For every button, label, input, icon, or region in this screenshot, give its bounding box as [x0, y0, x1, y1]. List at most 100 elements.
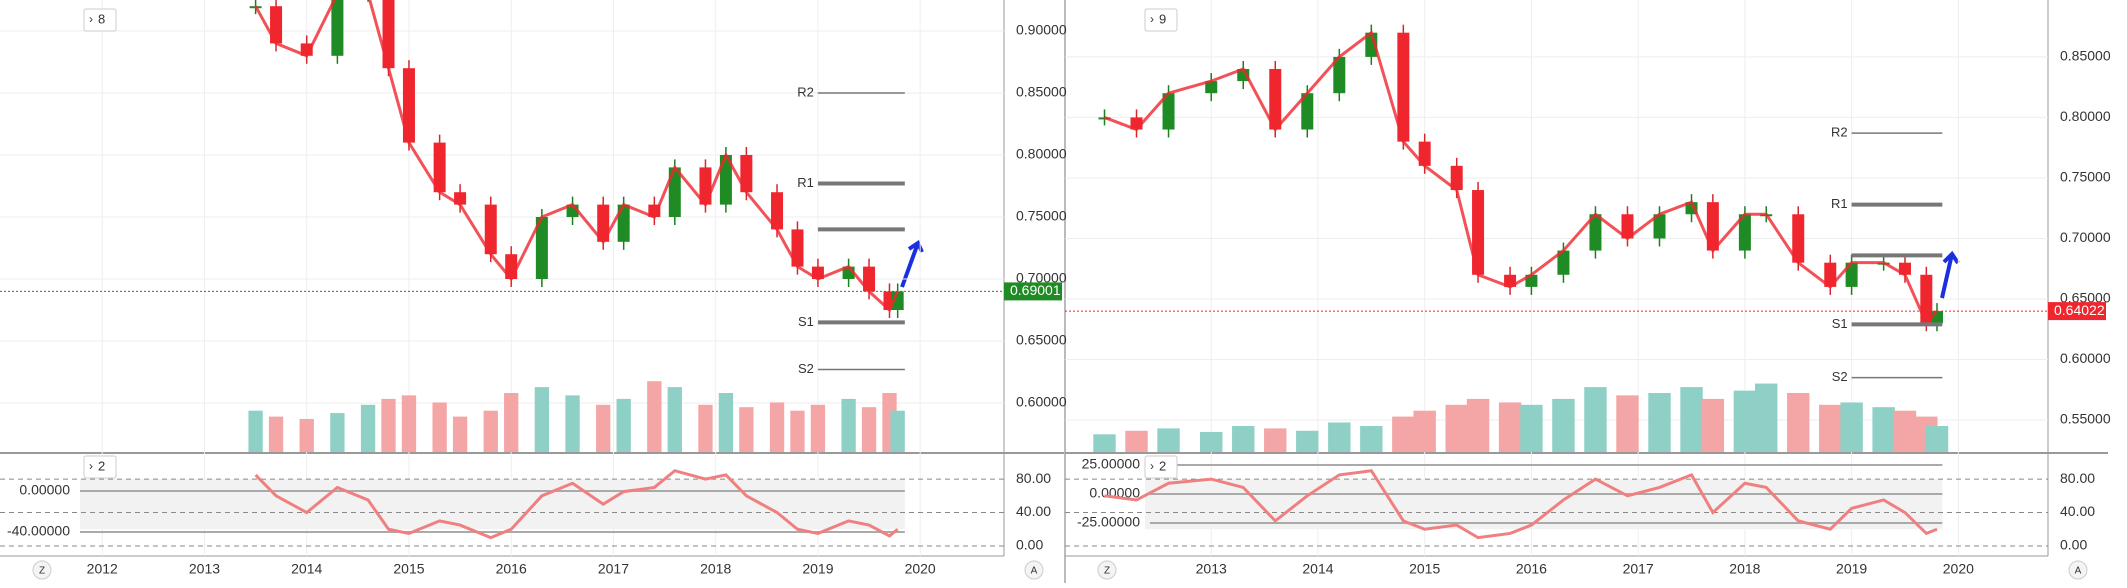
volume-bar — [1552, 398, 1575, 452]
volume-bar — [248, 410, 263, 452]
candle — [433, 142, 446, 193]
volume-bar — [1328, 422, 1351, 452]
volume-bar — [718, 393, 734, 452]
collapse-button[interactable] — [1144, 8, 1178, 32]
close-line — [254, 0, 900, 313]
time-tick-label: 2014 — [291, 561, 322, 577]
volume-bar — [1840, 402, 1863, 452]
candle — [1418, 141, 1431, 166]
candle — [484, 204, 497, 255]
time-tick-label: 2015 — [1409, 561, 1440, 577]
volume-bar — [1925, 426, 1949, 452]
candle — [1621, 214, 1634, 239]
pivot-label: S2 — [1832, 369, 1848, 384]
candle — [1472, 190, 1485, 275]
scale-button-label[interactable]: Z — [39, 566, 45, 577]
pivot-label: R1 — [1831, 196, 1848, 211]
collapse-button[interactable] — [1144, 455, 1178, 479]
volume-bar — [1701, 398, 1725, 452]
price-tick-label: 0.70000 — [2060, 229, 2111, 245]
pivot-label: S1 — [1832, 316, 1848, 331]
osc-tick-label: 80.00 — [1016, 470, 1051, 486]
scale-button-label[interactable]: A — [2075, 566, 2082, 577]
collapse-count[interactable]: 2 — [1159, 458, 1166, 473]
collapse-count[interactable]: 8 — [98, 11, 105, 26]
time-tick-label: 2015 — [393, 561, 424, 577]
candle — [1557, 250, 1570, 275]
candle — [1653, 214, 1666, 239]
candle — [1301, 93, 1314, 130]
last-price-label: 0.69001 — [1010, 282, 1061, 298]
price-tick-label: 0.70000 — [1016, 270, 1067, 286]
collapse-count[interactable]: 2 — [98, 458, 105, 473]
price-tick-label: 0.85000 — [2060, 48, 2111, 64]
price-tick-label: 0.60000 — [1016, 394, 1067, 410]
volume-bar — [1466, 398, 1490, 452]
candle — [402, 68, 415, 143]
volume-bar — [360, 404, 376, 452]
volume-bar — [1872, 407, 1895, 452]
candle — [1845, 262, 1858, 287]
momentum-tick-label: -40.00000 — [7, 523, 70, 539]
candle — [1450, 165, 1463, 191]
scale-button[interactable] — [32, 560, 52, 580]
pivot-label: S2 — [798, 361, 814, 376]
collapse-arrow: › — [1150, 12, 1154, 26]
volume-bar — [534, 387, 550, 452]
volume-bar — [1392, 416, 1415, 452]
scale-button[interactable] — [1097, 560, 1117, 580]
scale-button[interactable] — [2068, 560, 2088, 580]
candle — [668, 167, 681, 218]
collapse-arrow: › — [89, 12, 93, 26]
volume-bar — [504, 393, 519, 452]
volume-bar — [1733, 390, 1757, 452]
volume-bar — [739, 407, 754, 452]
volume-bar — [432, 402, 447, 452]
candle — [1397, 32, 1410, 142]
time-tick-label: 2013 — [1196, 561, 1227, 577]
collapse-button[interactable] — [83, 455, 117, 479]
volume-bar — [1520, 404, 1543, 452]
volume-bar — [565, 395, 580, 452]
price-tick-label: 0.55000 — [2060, 411, 2111, 427]
volume-bar — [1755, 383, 1778, 452]
price-tick-label: 0.80000 — [1016, 146, 1067, 162]
volume-bar — [1093, 434, 1116, 452]
time-tick-label: 2019 — [1836, 561, 1867, 577]
candle — [771, 192, 784, 230]
candle — [597, 204, 610, 242]
scale-button-label[interactable]: A — [1031, 566, 1038, 577]
volume-bar — [452, 416, 468, 452]
last-price-tag — [1004, 282, 1062, 301]
osc-tick-label: 0.00 — [1016, 537, 1043, 553]
pivot-label: R2 — [1831, 125, 1848, 140]
volume-bar — [1616, 395, 1639, 452]
volume-bar — [1787, 393, 1810, 452]
scale-button-label[interactable]: Z — [1104, 566, 1110, 577]
volume-bar — [1296, 430, 1319, 452]
oscillator-line — [254, 469, 899, 540]
scale-button[interactable] — [1024, 560, 1044, 580]
volume-bar — [1413, 410, 1436, 452]
osc-tick-label: 40.00 — [1016, 503, 1051, 519]
candle — [617, 204, 630, 242]
volume-bar — [1264, 428, 1287, 452]
collapse-button[interactable] — [83, 8, 117, 32]
time-tick-label: 2016 — [496, 561, 527, 577]
last-price-tag — [2048, 302, 2106, 321]
time-tick-label: 2016 — [1516, 561, 1547, 577]
collapse-count[interactable]: 9 — [1159, 11, 1166, 26]
price-tick-label: 0.75000 — [1016, 208, 1067, 224]
price-tick-label: 0.80000 — [2060, 108, 2111, 124]
candle — [535, 217, 548, 280]
momentum-tick-label: 0.00000 — [19, 482, 70, 498]
volume-bar — [1498, 402, 1522, 452]
candle — [1738, 214, 1751, 251]
oscillator-band — [80, 479, 905, 530]
candle — [791, 229, 804, 267]
candle — [1792, 214, 1805, 263]
price-tick-label: 0.85000 — [1016, 84, 1067, 100]
price-tick-label: 0.65000 — [1016, 332, 1067, 348]
candle — [1589, 214, 1602, 251]
